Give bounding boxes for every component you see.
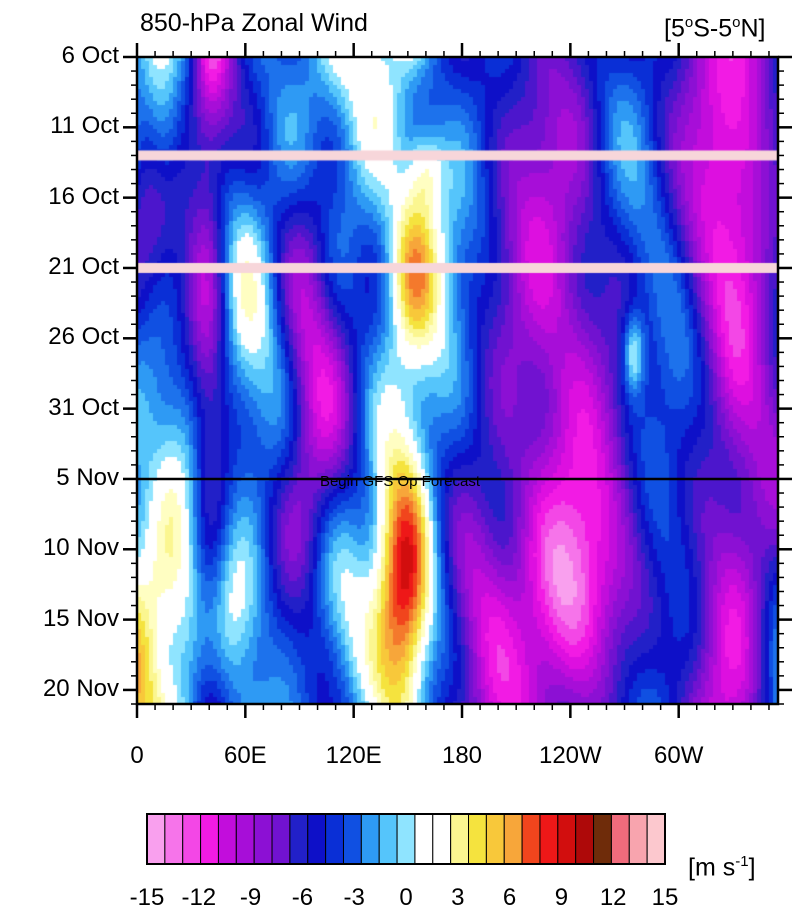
plot-frame [135, 55, 780, 706]
x-tick-label: 60W [654, 742, 704, 769]
colorbar-tick-label: 9 [554, 884, 569, 911]
colorbar-tick-label: -9 [239, 884, 262, 911]
colorbar-box [271, 813, 291, 865]
colorbar-box [628, 813, 648, 865]
colorbar-box [182, 813, 202, 865]
colorbar-box [378, 813, 398, 865]
colorbar-box [396, 813, 416, 865]
colorbar-box [521, 813, 541, 865]
colorbar-box [468, 813, 487, 865]
colorbar-box [325, 813, 344, 865]
colorbar-frame [146, 813, 666, 865]
colorbar-box [253, 813, 273, 865]
colorbar-box [414, 813, 434, 865]
colorbar-box [485, 813, 505, 865]
x-tick-label: 0 [130, 742, 144, 769]
colorbar-box [557, 813, 577, 865]
colorbar-units: [m s-1] [688, 853, 756, 882]
colorbar-tick-label: -6 [291, 884, 314, 911]
region-label: [5oS-5oN] [664, 14, 766, 43]
colorbar-tick-label: 3 [451, 884, 465, 911]
colorbar-box [450, 813, 470, 865]
colorbar-box [200, 813, 219, 865]
colorbar-box [307, 813, 327, 865]
colorbar-tick-label: 15 [651, 884, 679, 911]
y-tick-label: 16 Oct [48, 182, 119, 210]
colorbar-box [360, 813, 380, 865]
y-tick-label: 10 Nov [42, 534, 119, 562]
colorbar-box [432, 813, 452, 865]
colorbar-box [575, 813, 595, 865]
colorbar-box [610, 813, 630, 865]
colorbar-box [593, 813, 612, 865]
colorbar-box [503, 813, 523, 865]
colorbar-box [235, 813, 255, 865]
x-tick-label: 180 [441, 742, 483, 769]
colorbar-box [164, 813, 184, 865]
y-tick-label: 20 Nov [42, 674, 119, 702]
colorbar-box [289, 813, 309, 865]
colorbar-box [342, 813, 362, 865]
colorbar-box [539, 813, 559, 865]
y-tick-label: 11 Oct [50, 112, 119, 140]
x-tick-label: 120W [538, 742, 602, 769]
colorbar-tick-label: 0 [399, 884, 413, 911]
y-tick-label: 5 Nov [56, 463, 119, 491]
y-tick-label: 6 Oct [61, 42, 119, 69]
colorbar-box [646, 813, 666, 865]
chart-title: 850-hPa Zonal Wind [140, 9, 368, 37]
x-tick-label: 120E [325, 742, 382, 769]
colorbar-tick-label: 6 [502, 884, 517, 911]
colorbar-tick-label: -3 [343, 884, 365, 911]
y-tick-label: 15 Nov [42, 604, 119, 632]
forecast-annotation: Begin GFS Op Forecast [320, 473, 481, 490]
heatmap-field [137, 57, 778, 704]
colorbar-tick-label: 12 [599, 884, 627, 911]
colorbar-box [146, 813, 166, 865]
y-tick-label: 26 Oct [48, 323, 119, 351]
x-tick-label: 60E [223, 742, 267, 769]
colorbar-tick-label: -15 [129, 884, 165, 911]
colorbar-tick-label: -12 [181, 884, 217, 911]
colorbar-box [217, 813, 237, 865]
y-tick-label: 31 Oct [48, 393, 119, 421]
y-tick-label: 21 Oct [48, 252, 119, 280]
